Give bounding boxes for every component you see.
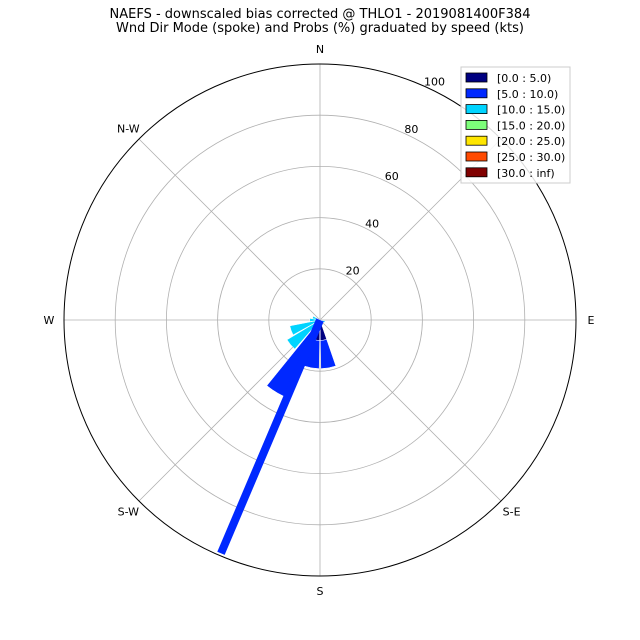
legend: [0.0 : 5.0) [5.0 : 10.0) [10.0 : 15.0) [15.… [460, 66, 571, 184]
legend-label: [5.0 : 10.0) [497, 88, 558, 101]
legend-label: [20.0 : 25.0) [497, 135, 565, 148]
grid-ring [165, 165, 475, 475]
legend-label: [0.0 : 5.0) [497, 72, 551, 85]
direction-label: E [588, 314, 595, 327]
grid-spoke [138, 138, 321, 321]
legend-label: [30.0 : inf) [497, 167, 555, 180]
grid-ring [217, 217, 423, 423]
polar-frame [63, 63, 577, 577]
direction-label: W [44, 314, 55, 327]
wind-wedges [217, 315, 337, 555]
radial-tick-label: 100 [424, 75, 445, 88]
axis-labels: N N-W W S-W S S-E E 20 40 60 80 100 [44, 43, 595, 598]
radial-tick-label: 20 [346, 265, 360, 278]
grid-spoke [319, 319, 502, 502]
direction-label: N [316, 43, 324, 56]
radial-tick-label: 60 [385, 170, 399, 183]
legend-swatch [465, 151, 488, 162]
grid-ring [268, 268, 372, 372]
direction-label: S [317, 585, 324, 598]
direction-label: S-W [118, 506, 140, 519]
legend-swatch [465, 167, 488, 178]
polar-grid [63, 63, 577, 577]
legend-label: [15.0 : 20.0) [497, 119, 565, 132]
grid-spoke [138, 319, 321, 502]
legend-swatch [465, 104, 488, 114]
mode-spoke [217, 318, 324, 555]
direction-label: S-E [503, 506, 521, 519]
legend-swatch [465, 120, 488, 130]
radial-tick-label: 40 [365, 217, 379, 230]
legend-label: [25.0 : 30.0) [497, 151, 565, 164]
chart-title: NAEFS - downscaled bias corrected @ THLO… [110, 7, 531, 22]
wind-wedge [309, 318, 321, 322]
legend-swatch [465, 88, 488, 99]
wind-wedge [312, 315, 321, 321]
wind-wedge [320, 339, 337, 369]
direction-label: N-W [117, 122, 140, 135]
wind-wedge [289, 319, 321, 336]
legend-swatch [465, 135, 488, 146]
legend-label: [10.0 : 15.0) [497, 104, 565, 117]
legend-swatch [465, 72, 488, 83]
grid-ring [114, 114, 526, 526]
radial-tick-label: 80 [404, 123, 418, 136]
chart-subtitle: Wnd Dir Mode (spoke) and Probs (%) gradu… [116, 21, 524, 36]
wind-wedge [286, 319, 321, 350]
